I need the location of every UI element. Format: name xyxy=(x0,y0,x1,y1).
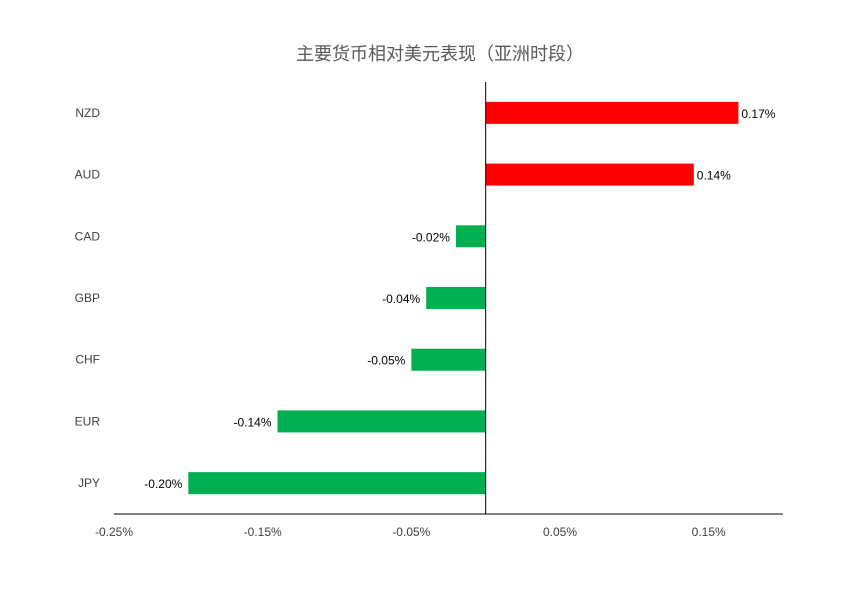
category-label: GBP xyxy=(75,291,100,305)
category-label: JPY xyxy=(78,476,100,490)
data-label: 0.14% xyxy=(697,169,731,183)
bar-aud xyxy=(485,163,694,186)
data-label: -0.05% xyxy=(367,354,405,368)
category-label: CHF xyxy=(75,353,100,367)
bar-gbp xyxy=(426,287,486,309)
data-label: -0.20% xyxy=(144,477,182,491)
category-label: CAD xyxy=(75,229,101,243)
data-label: -0.14% xyxy=(234,415,272,429)
bar-cad xyxy=(455,225,486,248)
bar-eur xyxy=(277,410,486,433)
data-label: -0.04% xyxy=(382,292,420,306)
x-tick-label: -0.15% xyxy=(244,525,282,539)
x-tick-label: 0.15% xyxy=(692,525,726,539)
x-tick-label: -0.05% xyxy=(392,525,430,539)
data-label: 0.17% xyxy=(741,107,775,121)
x-tick-label: 0.05% xyxy=(543,525,577,539)
bar-jpy xyxy=(188,472,486,495)
bar-nzd xyxy=(485,101,739,124)
data-label: -0.02% xyxy=(412,230,450,244)
x-tick-label: -0.25% xyxy=(95,525,133,539)
bar-chf xyxy=(411,348,486,371)
category-label: AUD xyxy=(75,168,101,182)
category-label: NZD xyxy=(75,106,100,120)
chart-title: 主要货币相对美元表现（亚洲时段） xyxy=(296,44,584,65)
category-label: EUR xyxy=(75,414,101,428)
